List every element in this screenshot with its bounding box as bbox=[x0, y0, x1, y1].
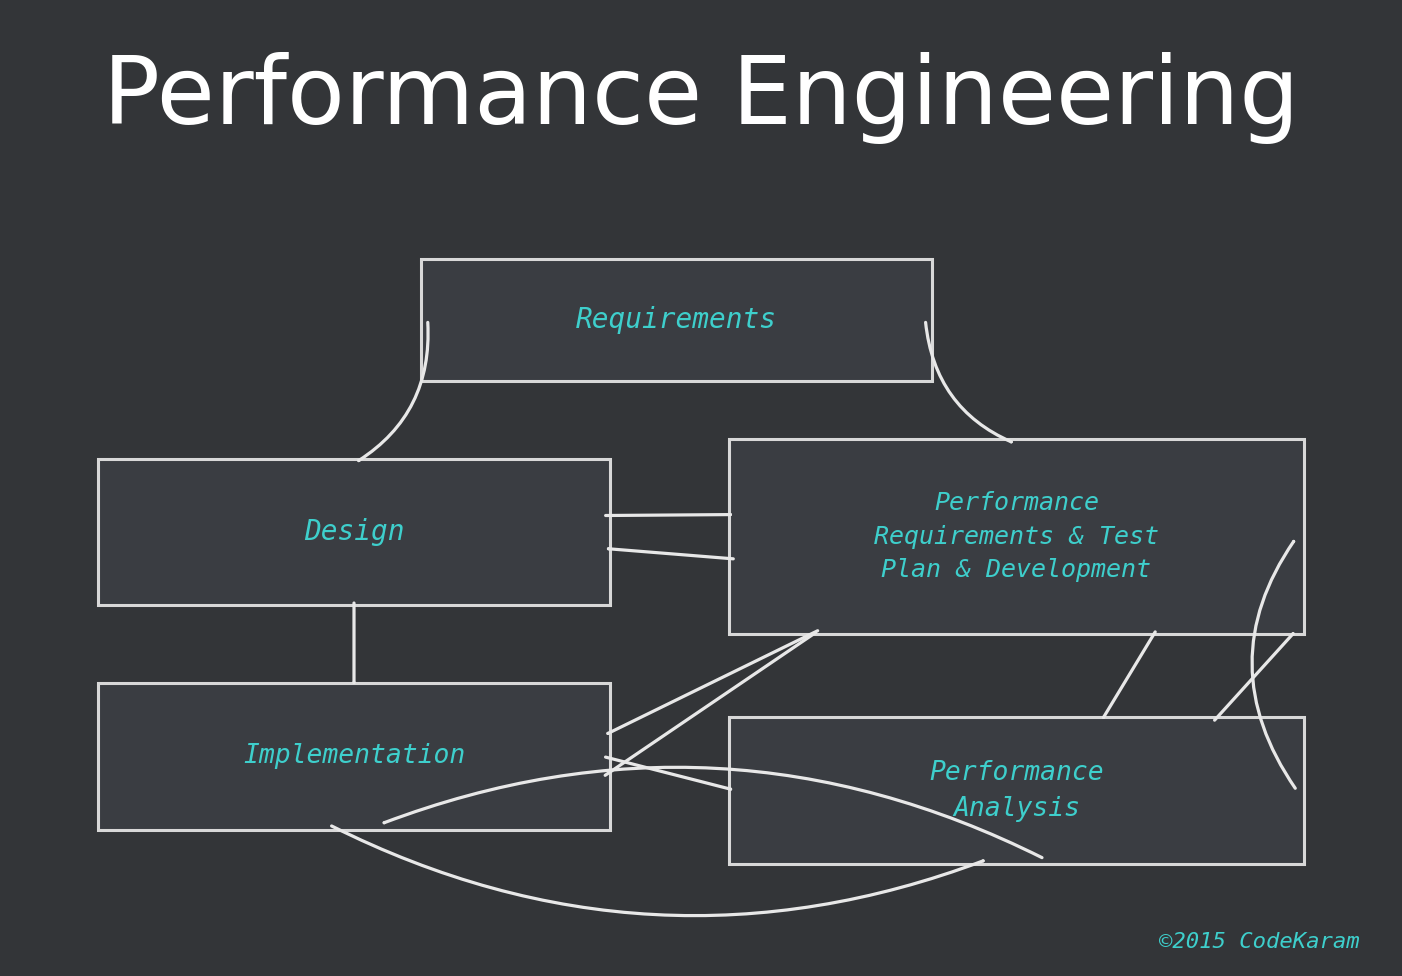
FancyArrowPatch shape bbox=[1214, 633, 1293, 720]
FancyArrowPatch shape bbox=[359, 322, 428, 461]
Text: Performance Engineering: Performance Engineering bbox=[102, 52, 1300, 143]
FancyArrowPatch shape bbox=[332, 826, 983, 915]
FancyArrowPatch shape bbox=[606, 757, 730, 790]
FancyBboxPatch shape bbox=[98, 683, 610, 830]
FancyBboxPatch shape bbox=[421, 259, 932, 381]
FancyArrowPatch shape bbox=[384, 767, 1042, 858]
Text: Performance
Requirements & Test
Plan & Development: Performance Requirements & Test Plan & D… bbox=[873, 491, 1159, 583]
FancyArrowPatch shape bbox=[608, 630, 817, 733]
FancyArrowPatch shape bbox=[1252, 542, 1295, 789]
Text: Requirements: Requirements bbox=[576, 305, 777, 334]
Text: Design: Design bbox=[304, 518, 404, 546]
FancyArrowPatch shape bbox=[608, 549, 733, 559]
FancyBboxPatch shape bbox=[98, 459, 610, 605]
FancyBboxPatch shape bbox=[729, 439, 1304, 634]
Text: ©2015 CodeKaram: ©2015 CodeKaram bbox=[1159, 932, 1360, 952]
Text: Implementation: Implementation bbox=[243, 744, 465, 769]
FancyArrowPatch shape bbox=[925, 322, 1011, 442]
Text: Performance
Analysis: Performance Analysis bbox=[930, 759, 1103, 822]
FancyBboxPatch shape bbox=[729, 717, 1304, 864]
FancyArrowPatch shape bbox=[1103, 631, 1155, 717]
FancyArrowPatch shape bbox=[606, 632, 816, 775]
